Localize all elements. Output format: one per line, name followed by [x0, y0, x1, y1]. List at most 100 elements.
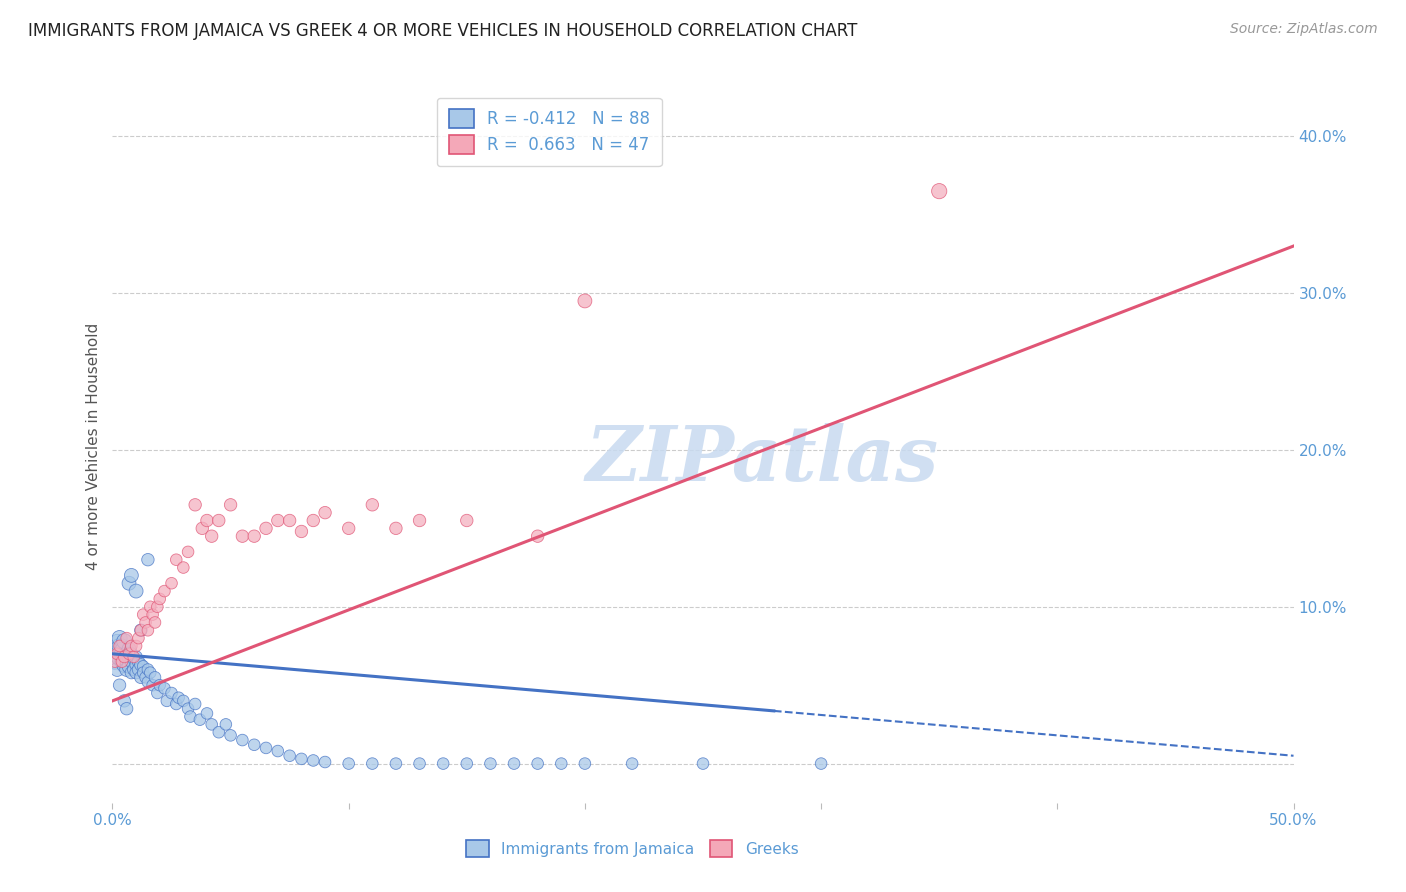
Point	[112, 643, 135, 657]
Point	[215, 717, 238, 731]
Point	[479, 756, 502, 771]
Point	[120, 647, 142, 661]
Point	[302, 754, 325, 768]
Point	[129, 657, 152, 672]
Point	[129, 624, 152, 638]
Point	[120, 655, 142, 669]
Point	[177, 545, 200, 559]
Point	[143, 615, 166, 630]
Point	[231, 733, 253, 747]
Point	[125, 584, 148, 599]
Point	[132, 659, 155, 673]
Point	[208, 514, 231, 528]
Point	[120, 665, 142, 680]
Point	[928, 184, 950, 198]
Point	[136, 624, 159, 638]
Point	[195, 706, 218, 721]
Point	[111, 639, 134, 653]
Point	[172, 560, 194, 574]
Point	[408, 514, 430, 528]
Point	[621, 756, 644, 771]
Point	[111, 655, 134, 669]
Point	[125, 657, 148, 672]
Point	[267, 514, 290, 528]
Point	[142, 607, 165, 622]
Point	[254, 521, 277, 535]
Point	[132, 665, 155, 680]
Point	[219, 498, 242, 512]
Point	[115, 702, 138, 716]
Point	[184, 498, 207, 512]
Point	[179, 709, 201, 723]
Point	[105, 643, 128, 657]
Point	[385, 756, 408, 771]
Legend: Immigrants from Jamaica, Greeks: Immigrants from Jamaica, Greeks	[457, 830, 807, 866]
Point	[314, 755, 336, 769]
Point	[112, 634, 135, 648]
Point	[127, 655, 149, 669]
Point	[146, 599, 169, 614]
Point	[165, 552, 187, 566]
Point	[526, 756, 548, 771]
Point	[143, 670, 166, 684]
Point	[243, 738, 266, 752]
Point	[105, 647, 128, 661]
Point	[129, 624, 152, 638]
Point	[550, 756, 572, 771]
Point	[127, 663, 149, 677]
Point	[112, 657, 135, 672]
Point	[135, 615, 157, 630]
Point	[165, 697, 187, 711]
Point	[112, 649, 135, 664]
Point	[432, 756, 454, 771]
Point	[208, 725, 231, 739]
Point	[125, 665, 148, 680]
Point	[361, 498, 384, 512]
Point	[290, 524, 312, 539]
Point	[408, 756, 430, 771]
Point	[120, 568, 142, 582]
Point	[136, 675, 159, 690]
Point	[112, 694, 135, 708]
Point	[129, 670, 152, 684]
Point	[188, 713, 211, 727]
Point	[120, 639, 142, 653]
Point	[112, 649, 135, 664]
Point	[456, 514, 478, 528]
Text: Source: ZipAtlas.com: Source: ZipAtlas.com	[1230, 22, 1378, 37]
Point	[105, 634, 128, 648]
Point	[195, 514, 218, 528]
Point	[167, 690, 190, 705]
Point	[118, 642, 141, 657]
Point	[115, 631, 138, 645]
Point	[122, 649, 145, 664]
Point	[201, 717, 224, 731]
Point	[574, 293, 596, 308]
Point	[201, 529, 224, 543]
Point	[153, 584, 176, 599]
Point	[810, 756, 832, 771]
Point	[104, 647, 127, 661]
Point	[135, 670, 157, 684]
Point	[153, 681, 176, 696]
Point	[125, 639, 148, 653]
Point	[115, 655, 138, 669]
Point	[314, 506, 336, 520]
Point	[267, 744, 290, 758]
Point	[118, 649, 141, 664]
Point	[278, 514, 301, 528]
Point	[122, 663, 145, 677]
Point	[108, 631, 131, 645]
Point	[337, 521, 360, 535]
Point	[142, 678, 165, 692]
Point	[115, 647, 138, 661]
Point	[108, 649, 131, 664]
Point	[692, 756, 714, 771]
Point	[146, 686, 169, 700]
Point	[160, 576, 183, 591]
Point	[104, 655, 127, 669]
Point	[302, 514, 325, 528]
Point	[132, 607, 155, 622]
Point	[278, 748, 301, 763]
Point	[219, 728, 242, 742]
